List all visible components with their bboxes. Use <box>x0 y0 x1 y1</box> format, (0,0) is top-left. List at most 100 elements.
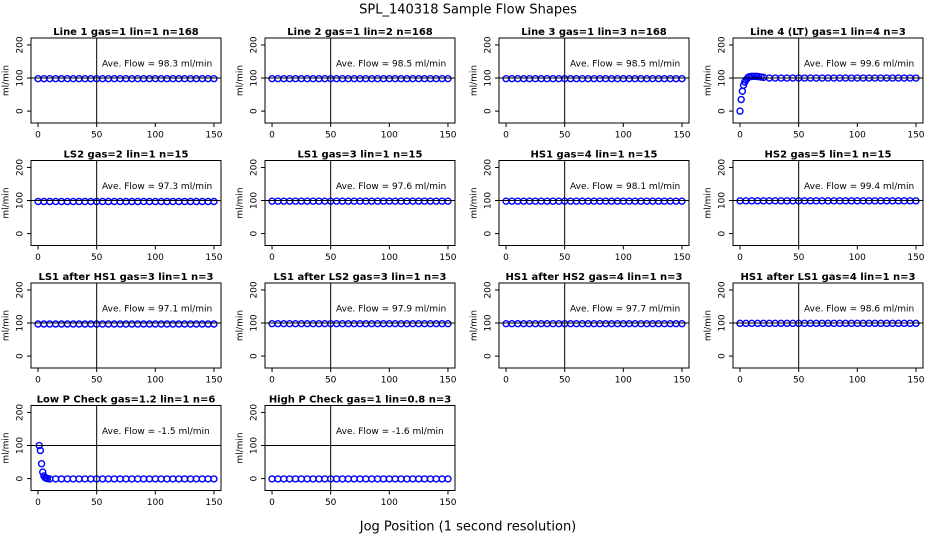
x-tick-label: 50 <box>91 131 103 141</box>
point <box>391 197 399 205</box>
plot-box <box>30 405 222 491</box>
point <box>315 319 323 328</box>
point <box>69 197 77 206</box>
point <box>321 197 329 205</box>
point <box>285 475 294 483</box>
point <box>87 197 95 206</box>
panel-title: LS1 after HS1 gas=3 lin=1 n=3 <box>38 272 213 283</box>
point <box>315 197 323 205</box>
point <box>397 197 405 205</box>
point <box>186 320 195 328</box>
y-tick-label: 200 <box>16 404 26 421</box>
y-axis-label: ml/min <box>704 65 714 96</box>
x-tick-label: 150 <box>907 376 924 386</box>
point <box>34 320 42 328</box>
x-tick-label: 0 <box>503 376 509 386</box>
point <box>444 197 452 205</box>
point <box>134 475 142 483</box>
annotation: Ave. Flow = 98.5 ml/min <box>336 60 446 70</box>
point <box>631 197 639 205</box>
point <box>438 197 446 205</box>
point <box>409 319 417 328</box>
plot-box <box>498 160 690 246</box>
point <box>180 197 189 206</box>
point <box>672 74 680 83</box>
point <box>116 74 124 83</box>
x-tick-label: 100 <box>849 253 866 263</box>
point <box>157 74 165 83</box>
point <box>444 475 452 483</box>
point <box>643 197 651 205</box>
point <box>420 74 429 83</box>
x-tick-label: 150 <box>673 253 690 263</box>
point <box>631 74 639 83</box>
point <box>157 320 165 328</box>
point <box>584 319 592 328</box>
point <box>391 475 399 483</box>
point <box>34 197 42 206</box>
point <box>368 319 376 328</box>
y-axis-label: ml/min <box>236 432 246 463</box>
x-tick-label: 0 <box>269 376 275 386</box>
point <box>637 319 645 328</box>
point <box>186 197 195 206</box>
point <box>660 197 669 205</box>
point <box>297 74 306 83</box>
point <box>566 197 575 205</box>
point <box>169 475 177 483</box>
plot-box <box>30 282 222 369</box>
point <box>87 320 95 328</box>
point <box>660 319 669 328</box>
point <box>81 320 89 328</box>
point <box>204 475 212 483</box>
point <box>309 475 317 483</box>
point <box>204 197 212 206</box>
x-tick-label: 50 <box>325 498 337 508</box>
y-tick-label: 200 <box>16 159 26 176</box>
x-tick-label: 50 <box>793 131 805 141</box>
y-tick-label: 200 <box>250 281 260 298</box>
point <box>192 320 201 328</box>
plot-box <box>264 405 456 491</box>
y-tick-label: 100 <box>250 314 260 331</box>
point <box>338 74 347 83</box>
point <box>37 460 46 468</box>
point <box>344 74 352 83</box>
point <box>590 197 598 205</box>
point <box>198 74 206 83</box>
y-axis-label: ml/min <box>704 310 714 341</box>
point <box>291 319 300 328</box>
point <box>648 74 657 83</box>
point <box>180 320 189 328</box>
y-tick-label: 100 <box>484 192 494 209</box>
point <box>572 319 581 328</box>
point <box>403 475 411 483</box>
y-tick-label: 200 <box>250 36 260 53</box>
point <box>303 475 311 483</box>
point <box>385 319 394 328</box>
point <box>110 320 118 328</box>
point <box>75 197 83 206</box>
point <box>543 74 551 83</box>
point <box>362 319 370 328</box>
x-tick-label: 0 <box>269 498 275 508</box>
point <box>409 197 417 205</box>
x-tick-label: 0 <box>503 131 509 141</box>
plot-box <box>732 160 924 246</box>
page-title: SPL_140318 Sample Flow Shapes <box>359 3 577 18</box>
y-axis-label: ml/min <box>236 65 246 96</box>
point <box>151 74 160 83</box>
point <box>432 319 440 328</box>
panel-title: LS1 after LS2 gas=3 lin=1 n=3 <box>273 272 446 283</box>
x-tick-label: 50 <box>559 253 571 263</box>
y-axis-label: ml/min <box>470 187 480 218</box>
point <box>303 319 311 328</box>
point <box>122 197 130 206</box>
point <box>607 319 616 328</box>
point <box>531 197 540 205</box>
y-axis-label: ml/min <box>2 65 12 96</box>
point <box>368 475 376 483</box>
point <box>444 319 452 328</box>
annotation: Ave. Flow = 97.3 ml/min <box>102 182 212 192</box>
point <box>531 74 540 83</box>
